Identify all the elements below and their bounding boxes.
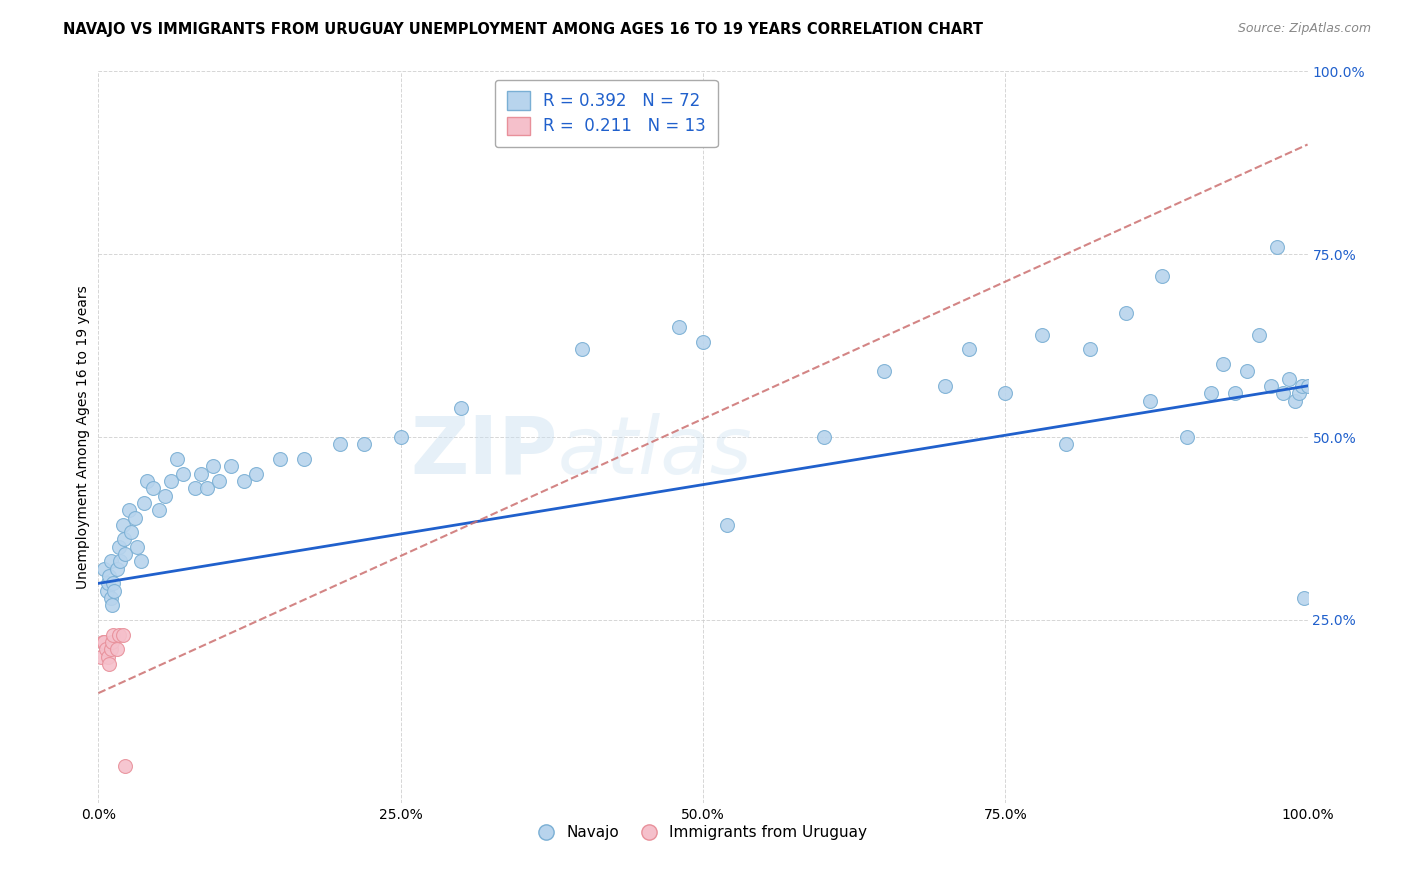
Point [957,343,980,357]
Point [329,437,352,451]
Point [172,467,194,481]
Point [148,503,170,517]
Point [1175,430,1198,444]
Point [124,510,146,524]
Point [135,474,157,488]
Point [127,540,149,554]
Point [1115,306,1137,320]
Point [129,554,152,568]
Point [97,576,120,591]
Point [450,401,472,415]
Point [668,320,690,334]
Point [195,481,218,495]
Point [245,467,267,481]
Point [98,569,121,583]
Point [1267,240,1289,254]
Point [389,430,412,444]
Point [96,583,118,598]
Text: Source: ZipAtlas.com: Source: ZipAtlas.com [1237,22,1371,36]
Point [353,437,375,451]
Point [1031,327,1053,342]
Point [114,547,136,561]
Point [101,627,124,641]
Point [1278,371,1301,385]
Point [111,517,134,532]
Point [94,642,117,657]
Point [994,386,1017,401]
Point [202,459,225,474]
Point [692,334,714,349]
Point [120,525,142,540]
Point [232,474,254,488]
Point [571,343,593,357]
Point [93,635,115,649]
Point [108,540,131,554]
Point [108,627,131,641]
Point [1249,327,1271,342]
Point [101,576,124,591]
Text: atlas: atlas [558,413,752,491]
Point [1260,379,1282,393]
Point [1152,269,1174,284]
Y-axis label: Unemployment Among Ages 16 to 19 years: Unemployment Among Ages 16 to 19 years [76,285,90,589]
Point [1236,364,1258,378]
Point [100,591,122,605]
Point [221,459,243,474]
Point [100,554,122,568]
Point [716,517,738,532]
Point [1078,343,1101,357]
Text: NAVAJO VS IMMIGRANTS FROM URUGUAY UNEMPLOYMENT AMONG AGES 16 TO 19 YEARS CORRELA: NAVAJO VS IMMIGRANTS FROM URUGUAY UNEMPL… [63,22,983,37]
Point [134,496,156,510]
Point [90,649,112,664]
Point [93,562,115,576]
Point [91,635,114,649]
Point [813,430,835,444]
Legend: Navajo, Immigrants from Uruguay: Navajo, Immigrants from Uruguay [533,819,873,847]
Point [269,452,291,467]
Point [112,533,135,547]
Point [1272,386,1295,401]
Point [1296,379,1319,393]
Point [105,642,128,657]
Point [190,467,212,481]
Point [105,562,128,576]
Point [118,503,141,517]
Point [160,474,183,488]
Point [1291,379,1313,393]
Point [1288,386,1310,401]
Point [153,489,176,503]
Point [208,474,231,488]
Point [108,554,131,568]
Point [111,627,134,641]
Point [184,481,207,495]
Point [100,599,122,613]
Point [142,481,165,495]
Point [100,642,122,657]
Point [1054,437,1077,451]
Point [1284,393,1306,408]
Point [1292,591,1315,605]
Point [100,635,122,649]
Point [114,759,136,773]
Point [1199,386,1222,401]
Text: ZIP: ZIP [411,413,558,491]
Point [1223,386,1246,401]
Point [98,657,121,671]
Point [1139,393,1161,408]
Point [103,583,125,598]
Point [1212,357,1234,371]
Point [934,379,956,393]
Point [97,649,120,664]
Point [166,452,188,467]
Point [873,364,896,378]
Point [292,452,315,467]
